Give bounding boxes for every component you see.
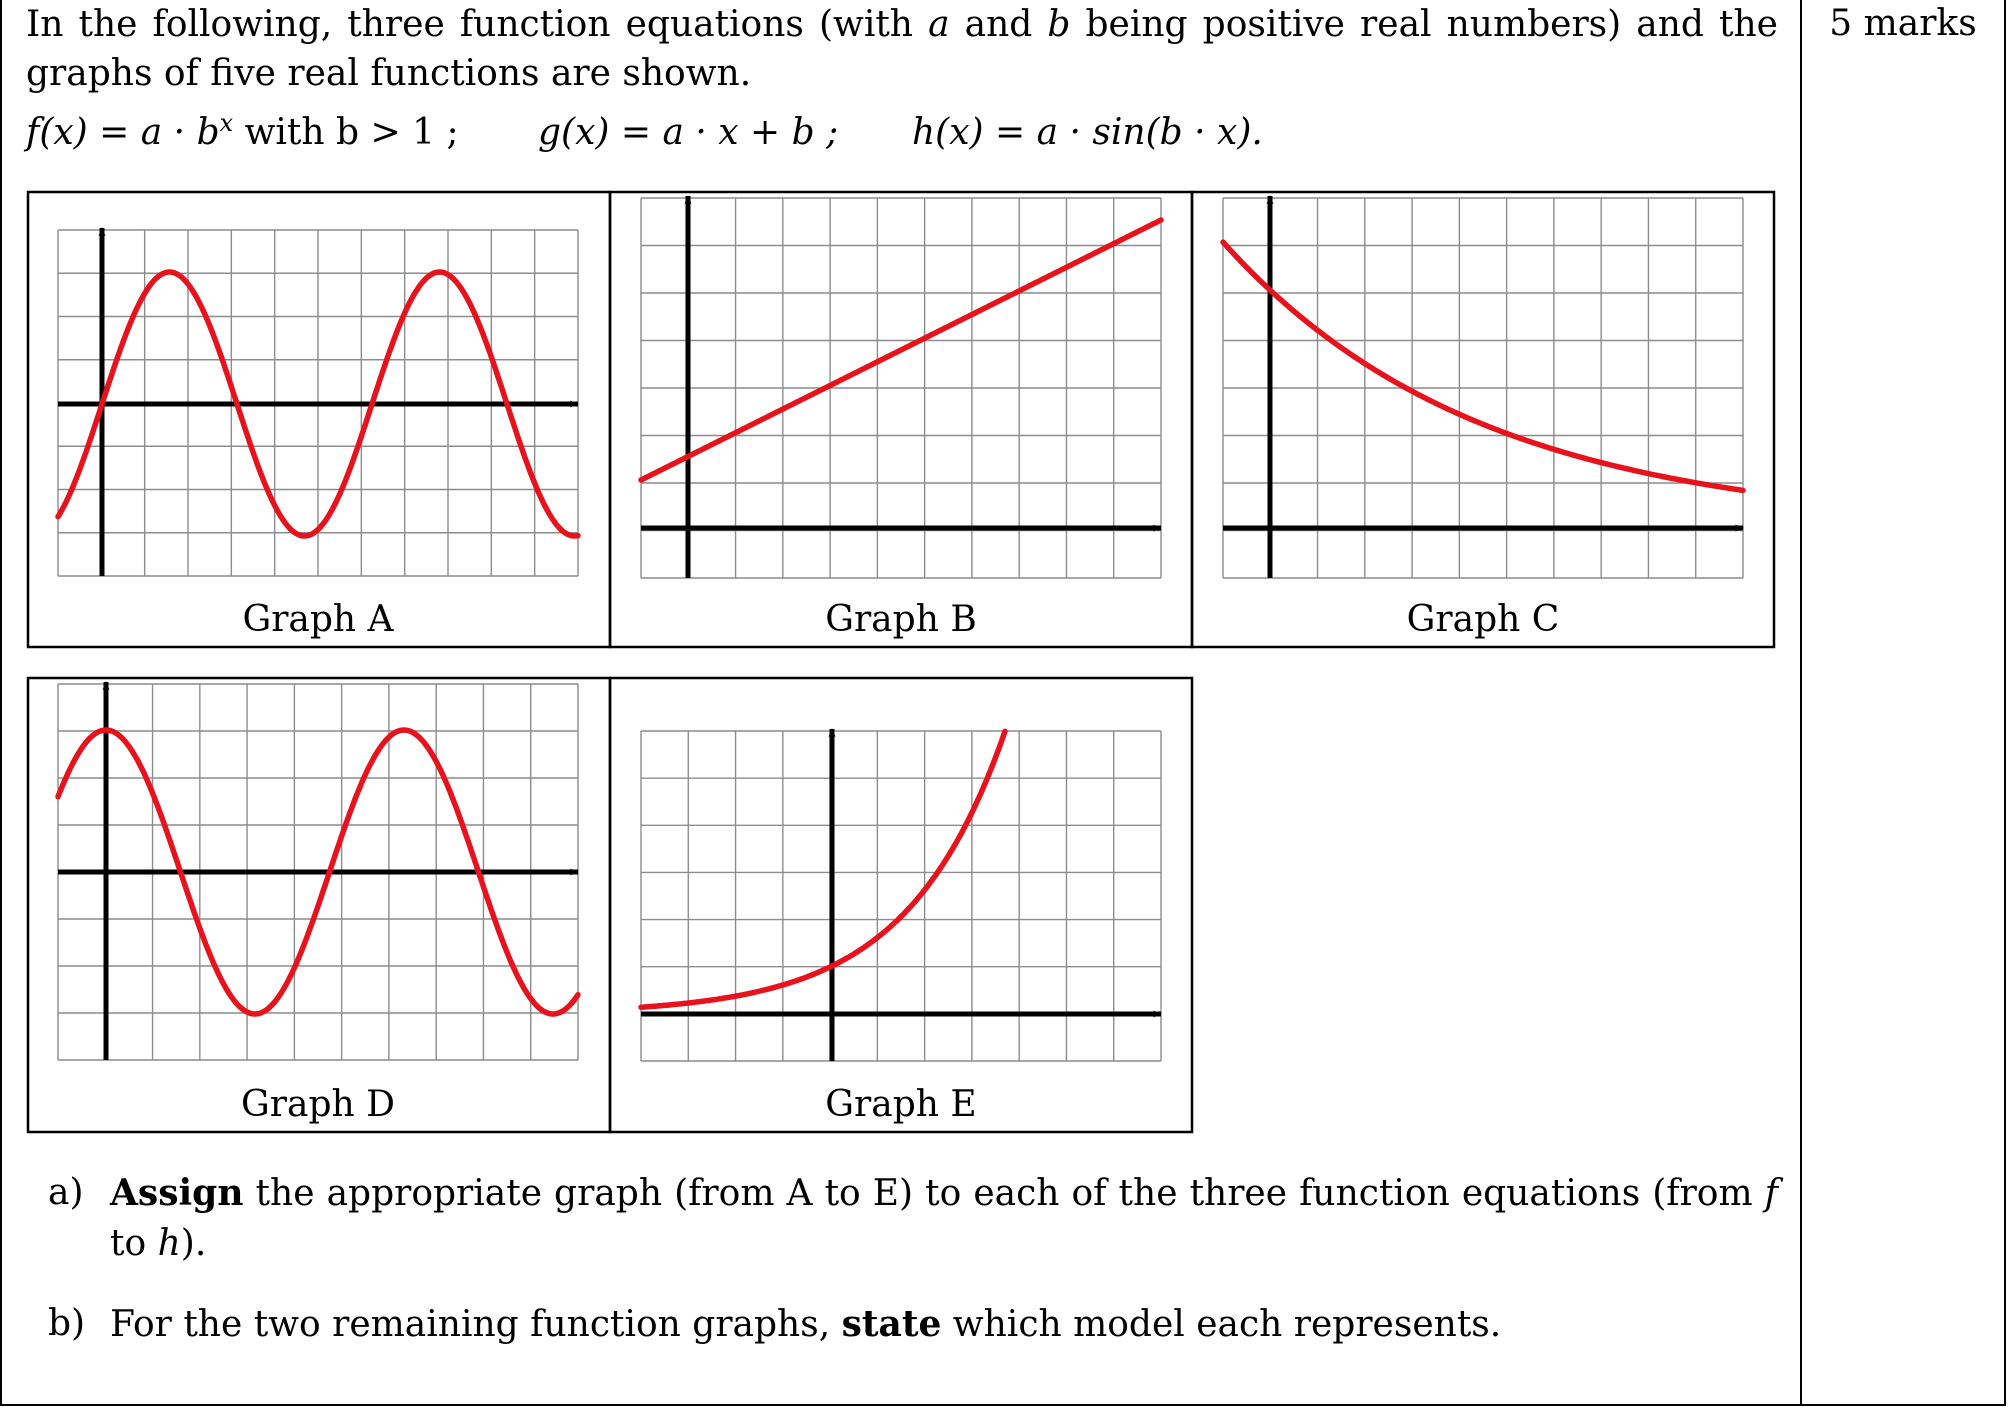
graph-panel-b: Graph B bbox=[608, 190, 1194, 649]
grid-c bbox=[1222, 197, 1744, 579]
curve-c bbox=[1220, 239, 1746, 494]
intro-part-2: and bbox=[949, 4, 1048, 45]
grid-d bbox=[57, 683, 579, 1061]
function-equations: f(x) = a · bx with b > 1 ; g(x) = a · x +… bbox=[26, 98, 1263, 158]
marks-column-divider bbox=[1800, 0, 1802, 1406]
graph-label-c: Graph C bbox=[1407, 599, 1560, 640]
grid-b bbox=[640, 197, 1162, 579]
question-a: a) Assign the appropriate graph (from A t… bbox=[48, 1168, 1778, 1269]
intro-part-3: being positive real numbers) and the gra… bbox=[26, 4, 1778, 94]
graph-panel-c: Graph C bbox=[1190, 190, 1776, 649]
curve-b bbox=[638, 217, 1164, 483]
equation-g: g(x) = a · x + b ; bbox=[538, 112, 839, 153]
intro-part-1: In the following, three function equatio… bbox=[26, 4, 929, 45]
graph-frame-a bbox=[26, 190, 612, 649]
graph-label-a: Graph A bbox=[242, 599, 394, 640]
questions-list: a) Assign the appropriate graph (from A t… bbox=[48, 1168, 1778, 1380]
graph-panel-d: Graph D bbox=[26, 676, 612, 1134]
graph-label-d: Graph D bbox=[241, 1084, 395, 1125]
intro-text: In the following, three function equatio… bbox=[26, 0, 1778, 98]
curve-d bbox=[55, 727, 581, 1017]
graph-label-e: Graph E bbox=[825, 1084, 976, 1125]
graph-frame-c bbox=[1190, 190, 1776, 649]
intro-var-a: a bbox=[928, 4, 950, 45]
graph-label-b: Graph B bbox=[825, 599, 977, 640]
question-a-label: a) bbox=[48, 1172, 84, 1213]
graph-panel-a: Graph A bbox=[26, 190, 612, 649]
graph-frame-b bbox=[608, 190, 1194, 649]
curve-a bbox=[55, 269, 581, 539]
equation-h: h(x) = a · sin(b · x). bbox=[912, 112, 1263, 153]
graph-frame-e bbox=[608, 676, 1194, 1134]
curve-e bbox=[638, 728, 1008, 1010]
intro-var-b: b bbox=[1047, 4, 1071, 45]
marks-label: 5 marks bbox=[1829, 3, 1977, 44]
grid-e bbox=[640, 730, 1162, 1062]
question-b-label: b) bbox=[48, 1303, 86, 1344]
graph-panel-e: Graph E bbox=[608, 676, 1194, 1134]
question-b: b) For the two remaining function graphs,… bbox=[48, 1299, 1778, 1350]
equation-f: f(x) = a · bx with b > 1 ; bbox=[26, 109, 459, 153]
